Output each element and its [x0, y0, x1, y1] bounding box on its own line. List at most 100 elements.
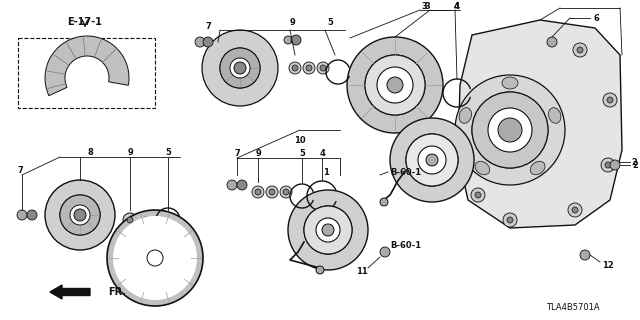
Text: 5: 5 — [165, 148, 171, 156]
Circle shape — [27, 210, 37, 220]
Circle shape — [406, 134, 458, 186]
Circle shape — [426, 154, 438, 166]
Text: FR.: FR. — [108, 287, 126, 297]
Text: 11: 11 — [356, 268, 368, 276]
Text: 7: 7 — [234, 148, 240, 157]
Circle shape — [607, 97, 613, 103]
Circle shape — [316, 266, 324, 274]
Text: TLA4B5701A: TLA4B5701A — [547, 303, 600, 313]
Circle shape — [303, 62, 315, 74]
Ellipse shape — [475, 161, 490, 175]
Text: 5: 5 — [299, 148, 305, 157]
Circle shape — [17, 210, 27, 220]
Text: 9: 9 — [255, 148, 261, 157]
Circle shape — [280, 186, 292, 198]
Text: 4: 4 — [453, 2, 459, 11]
Text: 9: 9 — [289, 18, 295, 27]
Circle shape — [220, 48, 260, 88]
Circle shape — [119, 222, 191, 294]
Circle shape — [605, 162, 611, 168]
Bar — [18, 38, 155, 108]
Text: 7: 7 — [17, 165, 23, 174]
Circle shape — [603, 93, 617, 107]
Circle shape — [202, 30, 278, 106]
Circle shape — [284, 36, 292, 44]
Circle shape — [143, 217, 149, 223]
Text: 8: 8 — [87, 148, 93, 156]
Circle shape — [107, 210, 203, 306]
Circle shape — [390, 118, 474, 202]
Circle shape — [74, 209, 86, 221]
Circle shape — [230, 58, 250, 78]
Circle shape — [601, 158, 615, 172]
Circle shape — [203, 37, 213, 47]
Circle shape — [580, 250, 590, 260]
Text: E-17-1: E-17-1 — [68, 17, 102, 27]
Circle shape — [237, 180, 247, 190]
Circle shape — [292, 65, 298, 71]
Text: 6: 6 — [593, 13, 599, 22]
Ellipse shape — [502, 77, 518, 89]
Circle shape — [137, 240, 173, 276]
Circle shape — [380, 247, 390, 257]
Circle shape — [137, 240, 173, 276]
Circle shape — [147, 250, 163, 266]
Text: 12: 12 — [602, 261, 614, 270]
Circle shape — [123, 213, 137, 227]
Circle shape — [380, 198, 388, 206]
Circle shape — [113, 216, 197, 300]
Circle shape — [498, 118, 522, 142]
Circle shape — [547, 37, 557, 47]
Circle shape — [406, 134, 458, 186]
Circle shape — [317, 62, 329, 74]
Circle shape — [255, 189, 261, 195]
Circle shape — [125, 228, 185, 288]
Polygon shape — [45, 36, 129, 96]
Circle shape — [227, 180, 237, 190]
Circle shape — [365, 55, 425, 115]
Ellipse shape — [531, 161, 545, 175]
Circle shape — [577, 47, 583, 53]
Circle shape — [252, 186, 264, 198]
Circle shape — [304, 206, 352, 254]
Circle shape — [475, 192, 481, 198]
Circle shape — [610, 160, 620, 170]
Circle shape — [195, 37, 205, 47]
Circle shape — [572, 207, 578, 213]
Circle shape — [234, 62, 246, 74]
Circle shape — [306, 65, 312, 71]
Circle shape — [60, 195, 100, 235]
Circle shape — [220, 48, 260, 88]
Text: 3: 3 — [421, 2, 427, 11]
Circle shape — [304, 206, 352, 254]
Ellipse shape — [459, 108, 472, 123]
Circle shape — [45, 180, 115, 250]
Circle shape — [347, 37, 443, 133]
Circle shape — [387, 77, 403, 93]
Text: 9: 9 — [127, 148, 133, 156]
Text: 3: 3 — [424, 2, 430, 11]
Circle shape — [125, 228, 185, 288]
Text: 5: 5 — [327, 18, 333, 27]
Text: B-60-1: B-60-1 — [390, 167, 421, 177]
Text: 4: 4 — [319, 148, 325, 157]
Text: 7: 7 — [205, 21, 211, 30]
Circle shape — [139, 213, 153, 227]
Circle shape — [365, 55, 425, 115]
Circle shape — [488, 108, 532, 152]
FancyArrow shape — [50, 285, 90, 299]
Circle shape — [283, 189, 289, 195]
Circle shape — [455, 75, 565, 185]
Circle shape — [288, 190, 368, 270]
Circle shape — [377, 67, 413, 103]
Circle shape — [70, 205, 90, 225]
Circle shape — [266, 186, 278, 198]
Polygon shape — [458, 20, 622, 228]
Text: 10: 10 — [294, 135, 306, 145]
Circle shape — [503, 213, 517, 227]
Ellipse shape — [548, 108, 561, 123]
Circle shape — [269, 189, 275, 195]
Circle shape — [418, 146, 446, 174]
Circle shape — [320, 65, 326, 71]
Text: 2: 2 — [632, 161, 638, 170]
